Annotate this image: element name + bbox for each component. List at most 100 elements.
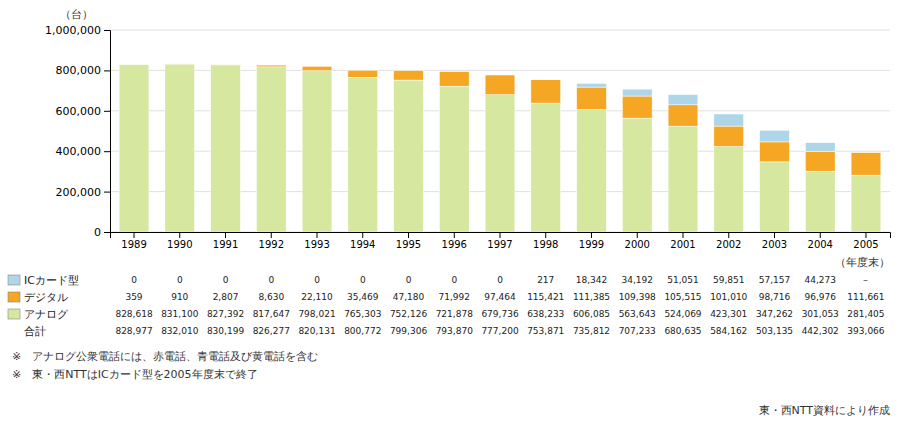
legend-label: デジタル: [24, 291, 68, 304]
table-value: 59,851: [713, 275, 745, 285]
table-value: 51,051: [667, 275, 699, 285]
tick-label: 2000: [625, 239, 650, 250]
bar: [302, 66, 332, 67]
total-value: 830,199: [207, 326, 244, 336]
x-tick: 1989: [121, 232, 146, 250]
table-value: 0: [314, 275, 320, 285]
table-value: 798,021: [298, 309, 335, 319]
tick-label: 1991: [213, 239, 238, 250]
bar: [851, 152, 881, 153]
legend-swatch: [8, 292, 20, 302]
tick-mark: [271, 232, 272, 238]
note: ※ アナログ公衆電話には、赤電話、青電話及び黄電話を含む: [12, 350, 318, 363]
tick-label: 1,000,000: [45, 24, 101, 37]
table-value: 817,647: [253, 309, 290, 319]
table-value: 2,807: [213, 292, 239, 302]
bar: [668, 95, 698, 105]
bar: [622, 96, 652, 118]
table-value: 827,392: [207, 309, 244, 319]
y-tick: 400,000: [56, 145, 111, 158]
tick-label: 1997: [487, 239, 512, 250]
tick-mark: [545, 232, 546, 238]
bar: [851, 175, 881, 232]
table-value: 831,100: [161, 309, 198, 319]
y-tick: 1,000,000: [45, 24, 110, 37]
tick-mark: [637, 232, 638, 238]
table-value: 0: [268, 275, 274, 285]
bar: [668, 126, 698, 232]
y-axis-label: （台）: [60, 8, 93, 21]
bar: [577, 87, 607, 109]
table-value: 721,878: [436, 309, 473, 319]
table-value: 0: [177, 275, 183, 285]
tick-label: 1996: [442, 239, 467, 250]
bar: [485, 95, 515, 232]
x-tick: 1995: [396, 232, 421, 250]
bar: [622, 118, 652, 232]
bar: [531, 103, 561, 232]
bar: [256, 67, 286, 232]
table-value: 34,192: [621, 275, 653, 285]
axis-domain: [104, 31, 111, 233]
bar: [805, 171, 835, 232]
table-value: 679,736: [481, 309, 518, 319]
bar: [439, 71, 469, 72]
table-value: －: [861, 275, 870, 285]
total-value: 393,066: [847, 326, 884, 336]
bar: [211, 65, 241, 232]
table-value: 44,273: [804, 275, 836, 285]
bar: [211, 64, 241, 65]
tick-mark: [408, 232, 409, 238]
tick-label: 1993: [304, 239, 329, 250]
note: ※ 東・西NTTはICカード型を2005年度末で終了: [12, 368, 258, 381]
tick-mark: [454, 232, 455, 238]
x-axis-label: （年度末）: [835, 256, 890, 269]
table-value: 281,405: [847, 309, 884, 319]
tick-mark: [104, 30, 110, 31]
total-label: 合計: [24, 325, 46, 338]
bar: [256, 65, 286, 66]
table-value: 301,053: [802, 309, 839, 319]
table-value: 115,421: [527, 292, 564, 302]
x-tick: 1996: [442, 232, 467, 250]
tick-mark: [104, 192, 110, 193]
table-value: 22,110: [301, 292, 333, 302]
tick-mark: [104, 151, 110, 152]
total-row: 合計828,977832,010830,199826,277820,131800…: [24, 325, 885, 338]
table-value: 0: [360, 275, 366, 285]
bar: [577, 83, 607, 87]
bar: [165, 64, 195, 232]
tick-label: 1999: [579, 239, 604, 250]
bar: [805, 143, 835, 152]
tick-label: 2002: [716, 239, 741, 250]
tick-label: 1989: [121, 239, 146, 250]
bar: [119, 64, 149, 65]
chart-container: 0 200,000 400,000 600,000 800,000 1,000,000 19…: [0, 0, 902, 424]
chart-svg: 0 200,000 400,000 600,000 800,000 1,000,000 19…: [0, 0, 902, 424]
bar: [439, 86, 469, 232]
table-value: 18,342: [576, 275, 608, 285]
tick-label: 0: [94, 226, 101, 239]
total-value: 442,302: [802, 326, 839, 336]
total-value: 680,635: [664, 326, 701, 336]
tick-label: 200,000: [56, 186, 102, 199]
table-value: 109,398: [619, 292, 656, 302]
legend-label: ICカード型: [24, 274, 79, 287]
x-tick: 1993: [304, 232, 329, 250]
tick-mark: [591, 232, 592, 238]
tick-label: 1992: [259, 239, 284, 250]
tick-mark: [317, 232, 318, 238]
table-value: 47,180: [393, 292, 425, 302]
total-value: 753,871: [527, 326, 564, 336]
bar: [211, 64, 241, 66]
table-value: 606,085: [573, 309, 610, 319]
y-tick: 800,000: [56, 64, 111, 77]
bar: [119, 64, 149, 65]
table-value: 0: [131, 275, 137, 285]
bar: [302, 66, 332, 70]
table-value: 828,618: [115, 309, 152, 319]
bar: [714, 146, 744, 232]
tick-label: 1990: [167, 239, 192, 250]
y-tick: 600,000: [56, 105, 111, 118]
tick-mark: [820, 232, 821, 238]
